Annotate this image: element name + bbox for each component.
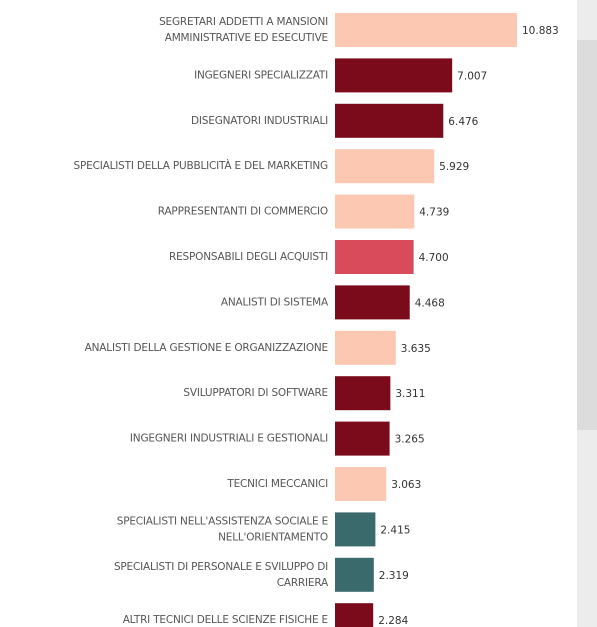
category-label: SEGRETARI ADDETTI A MANSIONI xyxy=(159,16,328,28)
value-label: 2.319 xyxy=(379,570,409,582)
category-label: ANALISTI DELLA GESTIONE E ORGANIZZAZIONE xyxy=(85,342,328,354)
bar xyxy=(335,557,374,592)
category-label: TECNICI MECCANICI xyxy=(226,478,328,490)
category-label: SPECIALISTI DI PERSONALE E SVILUPPO DI xyxy=(114,561,328,573)
value-label: 3.063 xyxy=(391,479,421,491)
value-label: 4.700 xyxy=(419,252,449,264)
value-label: 5.929 xyxy=(439,161,469,173)
value-label: 6.476 xyxy=(448,116,478,128)
bar xyxy=(335,285,410,320)
value-label: 3.265 xyxy=(395,434,425,446)
category-label: DISEGNATORI INDUSTRIALI xyxy=(191,115,328,127)
bar xyxy=(335,194,415,229)
value-label: 10.883 xyxy=(522,25,559,37)
category-label: NELL'ORIENTAMENTO xyxy=(218,531,328,543)
category-label: SPECIALISTI NELL'ASSISTENZA SOCIALE E xyxy=(117,515,328,527)
bar xyxy=(335,603,374,627)
category-label: INGEGNERI INDUSTRIALI E GESTIONALI xyxy=(130,433,328,445)
value-label: 3.635 xyxy=(401,343,431,355)
value-label: 7.007 xyxy=(457,70,487,82)
category-label: INGEGNERI SPECIALIZZATI xyxy=(194,69,328,81)
category-label: SPECIALISTI DELLA PUBBLICITÀ E DEL MARKE… xyxy=(74,159,329,172)
value-label: 4.468 xyxy=(415,297,445,309)
category-label: ANALISTI DI SISTEMA xyxy=(221,296,329,308)
bar xyxy=(335,330,396,365)
bar xyxy=(335,13,517,47)
bar xyxy=(335,421,390,456)
value-label: 3.311 xyxy=(395,388,425,400)
bar xyxy=(335,58,453,93)
value-label: 2.284 xyxy=(378,615,408,627)
category-label: RESPONSABILI DEGLI ACQUISTI xyxy=(169,251,328,263)
category-label: AMMINISTRATIVE ED ESECUTIVE xyxy=(165,32,328,44)
category-label: CARRIERA xyxy=(277,577,329,589)
bar xyxy=(335,512,376,547)
bar xyxy=(335,149,435,184)
category-label: RAPPRESENTANTI DI COMMERCIO xyxy=(158,206,328,218)
category-label: SVILUPPATORI DI SOFTWARE xyxy=(183,387,328,399)
bar xyxy=(335,103,444,138)
category-label: ALTRI TECNICI DELLE SCIENZE FISICHE E xyxy=(123,614,328,626)
bar xyxy=(335,240,414,274)
scrollbar-thumb[interactable] xyxy=(577,40,597,430)
bar xyxy=(335,376,391,411)
value-label: 2.415 xyxy=(380,524,410,536)
value-label: 4.739 xyxy=(419,207,449,219)
bar xyxy=(335,467,387,501)
